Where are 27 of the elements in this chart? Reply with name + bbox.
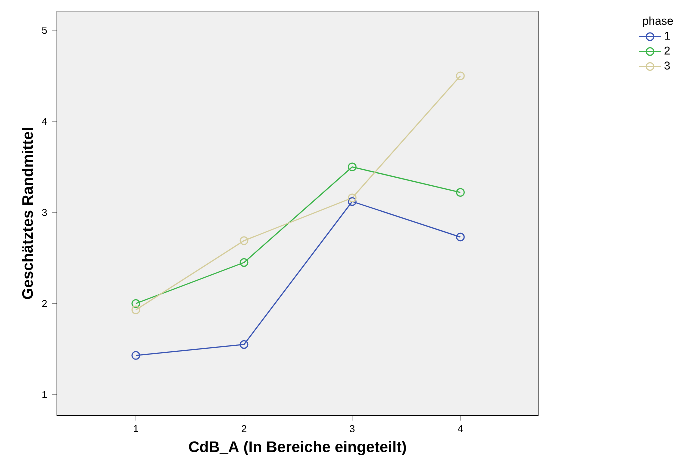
point (456, 188, 466, 198)
y-tick-label: 4 (42, 118, 48, 126)
legend-label: 1 (665, 32, 670, 40)
point (348, 162, 357, 172)
y-tick-label: 2 (42, 300, 48, 308)
y-tick-label: 1 (42, 391, 48, 398)
point (240, 340, 249, 350)
point (348, 194, 357, 203)
point (456, 72, 466, 80)
x-tick-label: 2 (242, 425, 247, 432)
point (132, 351, 140, 360)
x-tick-label: 1 (134, 425, 138, 432)
x-tick-label: 4 (458, 425, 464, 432)
point (240, 236, 249, 246)
point (240, 258, 249, 268)
point (132, 306, 140, 315)
legend-title: phase (643, 16, 674, 28)
point (348, 197, 357, 206)
y-axis-title: Geschätztes Randmittel (22, 128, 34, 300)
legend-label: 3 (664, 62, 670, 70)
legend-label: 2 (664, 46, 670, 55)
y-tick-label: 5 (42, 27, 48, 34)
point (132, 299, 140, 308)
point (456, 232, 466, 242)
x-axis-title: CdB_A (In Bereiche eingeteilt) (189, 441, 406, 456)
y-tick-label: 3 (42, 209, 48, 216)
x-tick-label: 3 (350, 425, 355, 433)
